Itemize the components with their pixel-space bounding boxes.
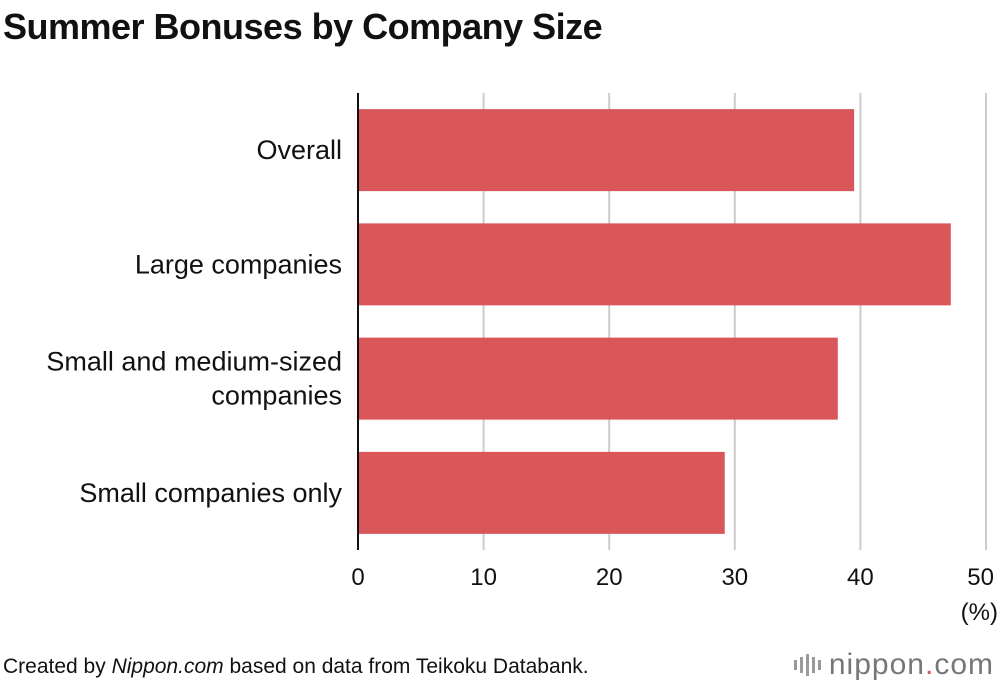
category-label: Small companies only bbox=[79, 478, 342, 508]
x-tick-label: 0 bbox=[351, 564, 364, 591]
source-prefix: Created by bbox=[3, 655, 112, 678]
category-label: Large companies bbox=[135, 249, 342, 279]
x-tick-label: 30 bbox=[721, 564, 748, 591]
brand-name-left: nippon bbox=[828, 648, 925, 681]
category-labels: Overall Large companies Small and medium-s… bbox=[46, 135, 342, 508]
category-label: Overall bbox=[256, 135, 342, 165]
bar bbox=[358, 109, 855, 192]
unit-label: (%) bbox=[961, 599, 998, 626]
x-tick-label: 20 bbox=[596, 564, 623, 591]
chart-title: Summer Bonuses by Company Size bbox=[3, 6, 603, 47]
x-tick-labels: 0 10 20 30 40 50 (%) bbox=[351, 564, 998, 626]
bar bbox=[358, 223, 951, 306]
source-suffix: based on data from Teikoku Databank. bbox=[223, 655, 589, 678]
bars bbox=[358, 109, 951, 534]
bar bbox=[358, 451, 725, 534]
source-note: Created by Nippon.com based on data from… bbox=[3, 655, 589, 679]
bar bbox=[358, 337, 838, 420]
brand-logo: nippon. com bbox=[793, 648, 994, 682]
brand-dot: . bbox=[924, 648, 935, 681]
source-site: Nippon.com bbox=[111, 655, 224, 678]
x-tick-label: 10 bbox=[470, 564, 497, 591]
brand-name-right: com bbox=[934, 648, 994, 681]
sound-bars-icon bbox=[793, 654, 821, 676]
category-label: Small and medium-sized bbox=[46, 347, 342, 377]
x-tick-label: 50 bbox=[967, 564, 994, 591]
x-tick-label: 40 bbox=[847, 564, 874, 591]
category-label: companies bbox=[211, 381, 342, 411]
